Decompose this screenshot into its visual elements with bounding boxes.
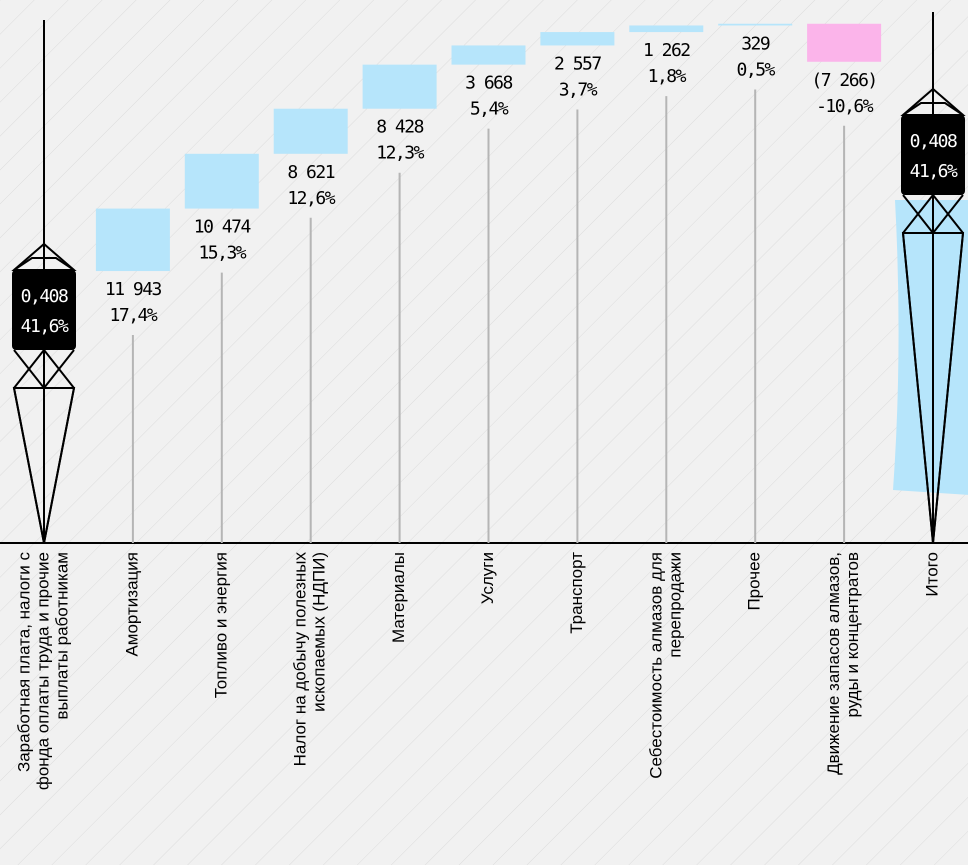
- bar: [718, 24, 792, 26]
- percent-label: 5,4%: [470, 99, 509, 120]
- value-label: 8 621: [287, 162, 334, 183]
- bar: [274, 109, 348, 154]
- value-label: 1 262: [643, 40, 690, 61]
- category-label: Себестоимость алмазов для: [646, 552, 665, 779]
- total-box: [12, 270, 76, 350]
- percent-label: 17,4%: [110, 305, 158, 326]
- value-label: 8 428: [376, 117, 423, 138]
- category-label: Амортизация: [122, 552, 141, 657]
- value-label: 10 474: [194, 217, 251, 238]
- category-label: Заработная плата, налоги с: [14, 552, 33, 773]
- bar: [185, 154, 259, 209]
- category-label: фонда оплаты труда и прочие: [33, 552, 52, 790]
- category-label: Транспорт: [567, 552, 586, 634]
- bar: [629, 25, 703, 32]
- page: Заработная плата, налоги сфонда оплаты т…: [0, 0, 968, 865]
- percent-label: 3,7%: [559, 79, 598, 100]
- category-label: Материалы: [389, 552, 408, 643]
- value-label: 11 943: [105, 279, 162, 300]
- category-label: Движение запасов алмазов,: [824, 552, 843, 775]
- total-percent: 41,6%: [21, 316, 69, 337]
- bar: [363, 65, 437, 109]
- category-label: Прочее: [745, 552, 764, 611]
- category-label: перепродажи: [665, 552, 684, 658]
- category-label: Итого: [922, 552, 941, 597]
- category-label: Топливо и энергия: [211, 552, 230, 698]
- total-label: 0,408: [910, 131, 957, 152]
- value-label: (7 266): [811, 70, 876, 91]
- percent-label: 1,8%: [648, 66, 687, 87]
- percent-label: 12,3%: [376, 143, 424, 164]
- total-percent: 41,6%: [910, 161, 958, 182]
- total-label: 0,408: [21, 286, 68, 307]
- bar: [807, 24, 881, 62]
- percent-label: -10,6%: [816, 96, 874, 117]
- background: [0, 0, 968, 865]
- value-label: 329: [741, 33, 770, 54]
- bar: [452, 45, 526, 64]
- chart: Заработная плата, налоги сфонда оплаты т…: [0, 0, 968, 865]
- category-label: Налог на добычу полезных: [291, 552, 310, 767]
- percent-label: 12,6%: [287, 188, 335, 209]
- total-box: [901, 115, 965, 195]
- percent-label: 0,5%: [737, 59, 776, 80]
- category-label: ископаемых (НДПИ): [310, 552, 329, 712]
- value-label: 3 668: [465, 73, 512, 94]
- category-label: Услуги: [478, 552, 497, 604]
- category-label: руды и концентратов: [843, 552, 862, 718]
- category-label: выплаты работникам: [52, 552, 71, 720]
- bar: [96, 209, 170, 271]
- percent-label: 15,3%: [198, 243, 246, 264]
- value-label: 2 557: [554, 53, 601, 74]
- bar: [540, 32, 614, 45]
